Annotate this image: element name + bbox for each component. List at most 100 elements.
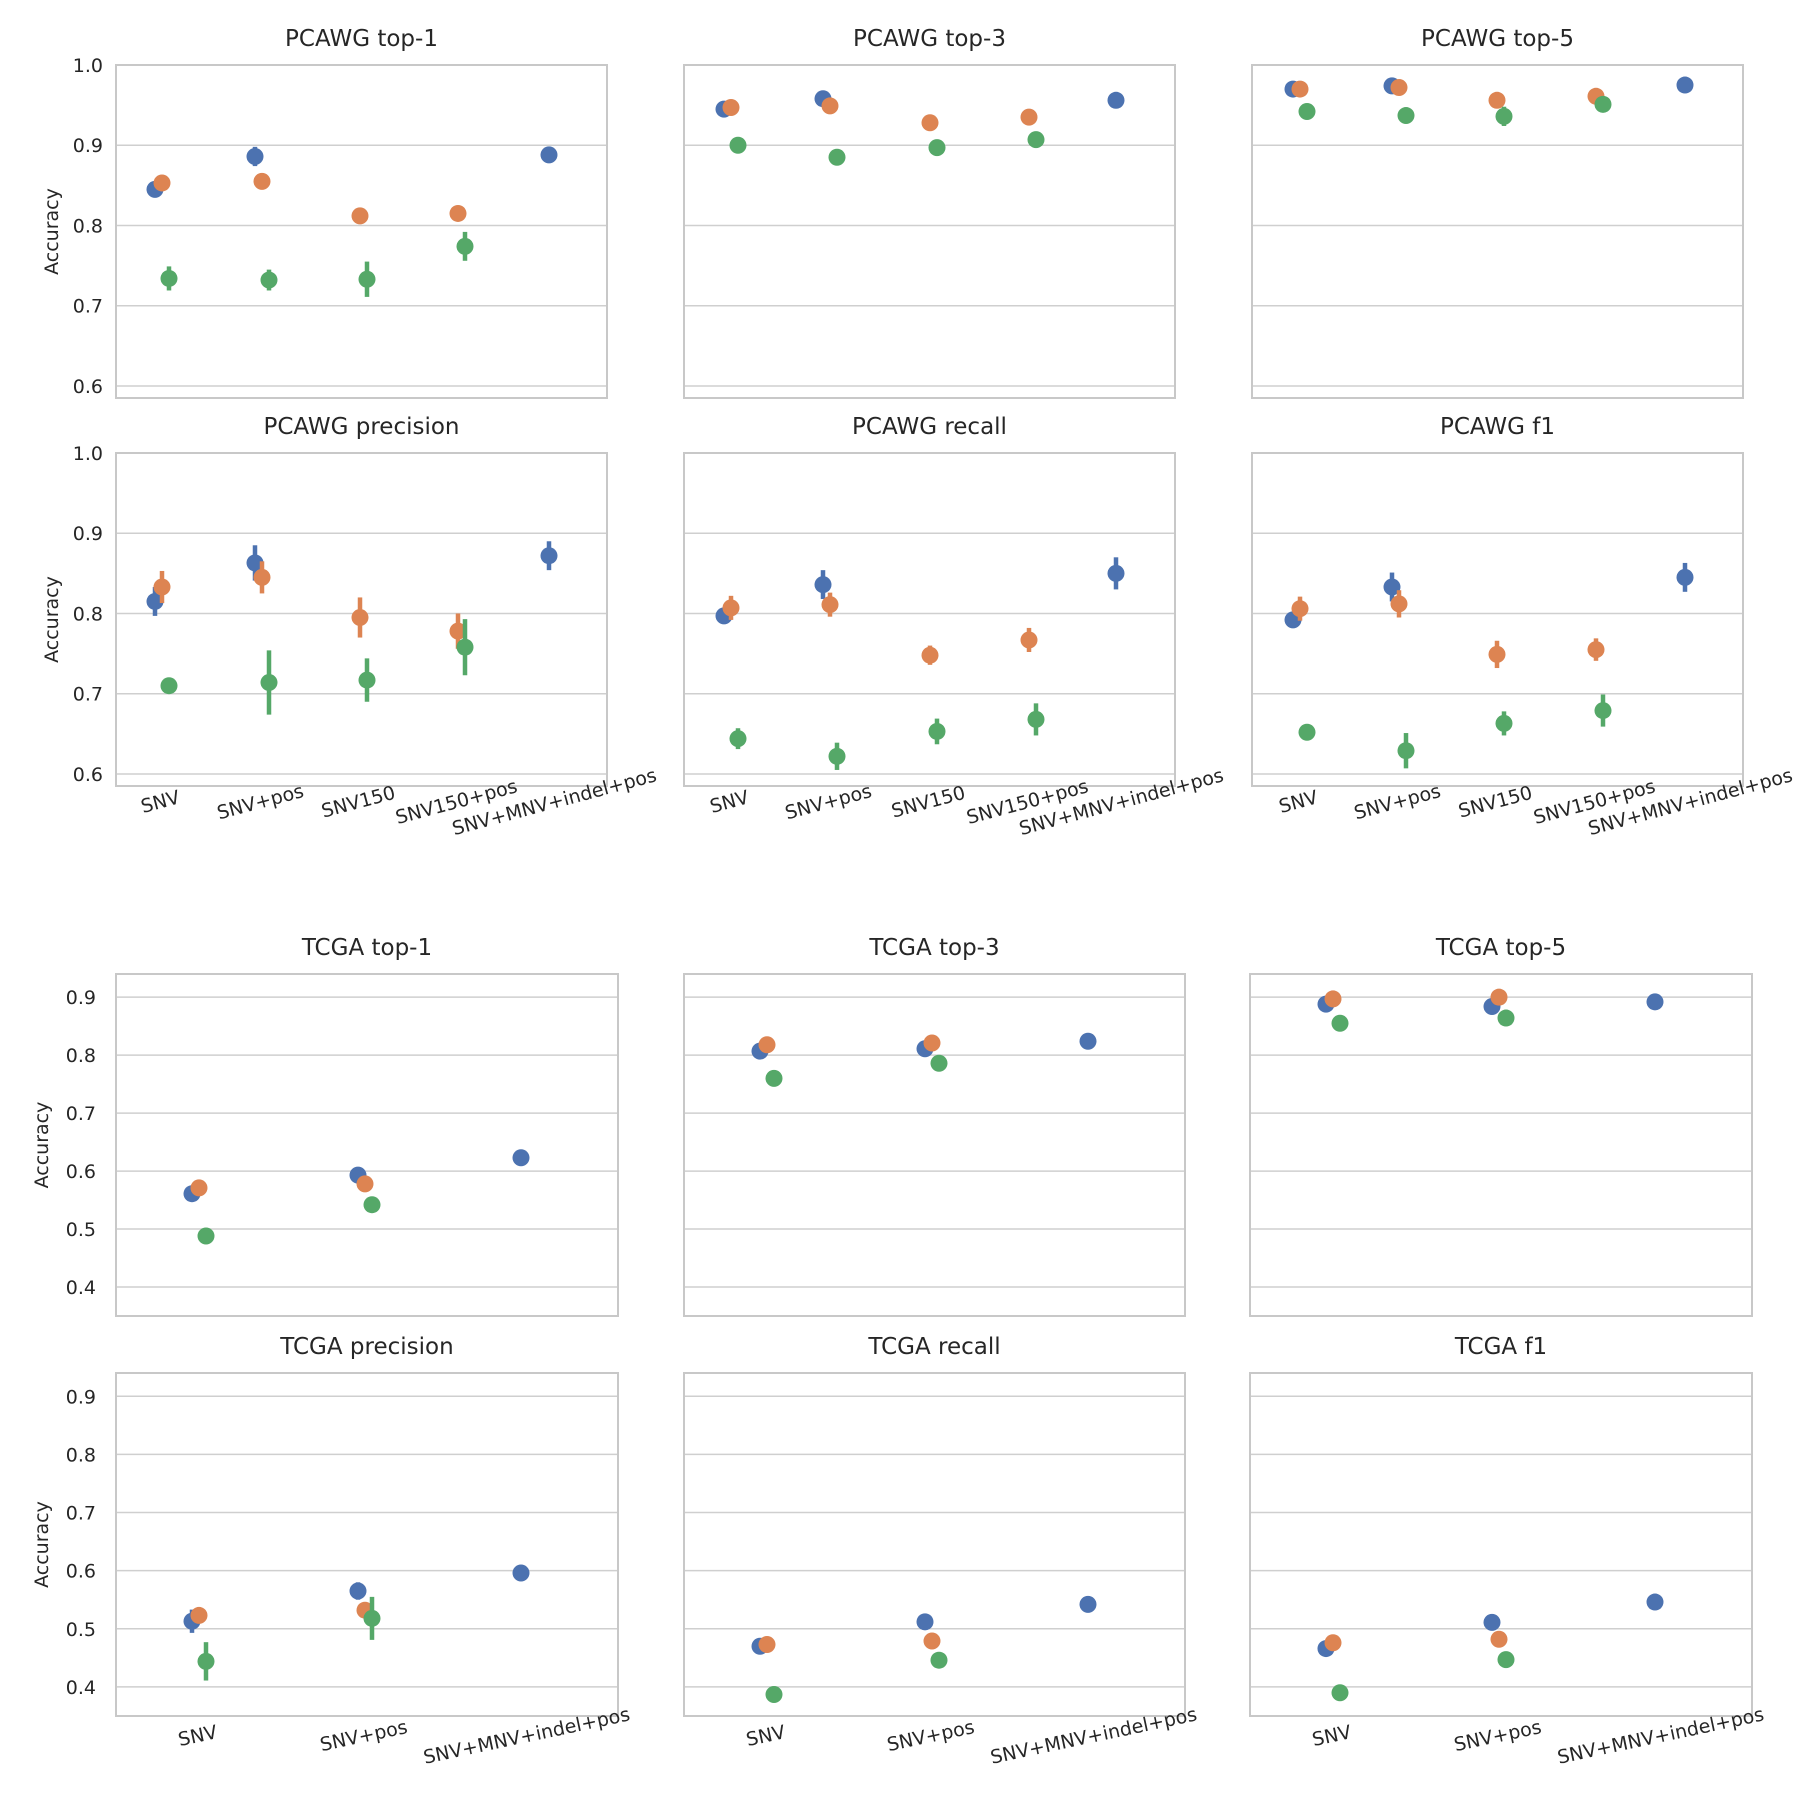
y-tick-label: 0.7 bbox=[73, 296, 103, 318]
point-green-snv150 bbox=[1495, 107, 1513, 125]
panel-title: TCGA precision bbox=[279, 1334, 453, 1360]
x-tick-label: SNV+pos bbox=[1452, 1716, 1543, 1756]
y-tick-label: 0.7 bbox=[66, 1103, 96, 1125]
point-blue-snv-mnv-indel-pos bbox=[512, 1564, 530, 1582]
point-orange-snv150-pos bbox=[449, 204, 467, 222]
point-orange-snv bbox=[1291, 80, 1309, 98]
y-tick-label: 0.4 bbox=[66, 1277, 96, 1299]
point-orange-snv bbox=[1324, 1634, 1342, 1652]
y-tick-label: 0.9 bbox=[66, 1386, 96, 1408]
panel-title: PCAWG top-5 bbox=[1421, 26, 1574, 52]
point-green-snv150 bbox=[358, 671, 376, 689]
axes-frame bbox=[1251, 64, 1744, 399]
point-green-snv-pos bbox=[828, 148, 846, 166]
point-blue-snv-mnv-indel-pos bbox=[1079, 1595, 1097, 1613]
point-blue-snv-pos bbox=[349, 1582, 367, 1600]
x-tick-label: SNV bbox=[139, 786, 183, 817]
axes-frame bbox=[1249, 973, 1753, 1317]
point-green-snv-pos bbox=[930, 1651, 948, 1669]
point-green-snv bbox=[1298, 103, 1316, 121]
y-tick-label: 1.0 bbox=[73, 55, 103, 77]
point-green-snv-pos bbox=[260, 271, 278, 289]
point-green-snv bbox=[765, 1069, 783, 1087]
y-axis-label: Accuracy bbox=[41, 576, 63, 663]
point-blue-snv-mnv-indel-pos bbox=[540, 146, 558, 164]
point-orange-snv bbox=[722, 599, 740, 617]
y-tick-label: 0.8 bbox=[66, 1444, 96, 1466]
y-tick-label: 0.5 bbox=[66, 1219, 96, 1241]
point-green-snv150-pos bbox=[1594, 702, 1612, 720]
point-blue-snv-mnv-indel-pos bbox=[1676, 568, 1694, 586]
axes-frame bbox=[683, 1372, 1186, 1717]
point-orange-snv bbox=[153, 174, 171, 192]
axes-frame bbox=[683, 973, 1186, 1317]
point-orange-snv150-pos bbox=[1020, 631, 1038, 649]
point-blue-snv-mnv-indel-pos bbox=[512, 1149, 530, 1167]
point-orange-snv-pos bbox=[1390, 595, 1408, 613]
point-blue-snv-mnv-indel-pos bbox=[1079, 1032, 1097, 1050]
panel-title: PCAWG f1 bbox=[1440, 414, 1555, 440]
x-tick-label: SNV150 bbox=[319, 782, 398, 823]
panel-tcga-precision: TCGA precision 0.9 0.8 0.7 0.6 0.5 0.4 Accuracy… bbox=[31, 1334, 632, 1769]
point-green-snv-pos bbox=[1497, 1651, 1515, 1669]
panel-pcawg-top-5: PCAWG top-5 bbox=[1251, 26, 1744, 399]
y-axis-label: Accuracy bbox=[41, 188, 63, 275]
y-tick-label: 0.8 bbox=[73, 215, 103, 237]
x-tick-label: SNV+pos bbox=[318, 1716, 409, 1756]
point-blue-snv-mnv-indel-pos bbox=[1107, 564, 1125, 582]
point-green-snv-pos bbox=[260, 673, 278, 691]
panel-title: TCGA top-1 bbox=[301, 935, 432, 961]
point-blue-snv-mnv-indel-pos bbox=[540, 547, 558, 565]
point-orange-snv bbox=[722, 99, 740, 117]
y-tick-label: 0.8 bbox=[66, 1045, 96, 1067]
y-tick-label: 0.6 bbox=[73, 376, 103, 398]
y-axis-label: Accuracy bbox=[31, 1102, 53, 1189]
point-green-snv150-pos bbox=[1027, 131, 1045, 149]
y-tick-label: 0.6 bbox=[66, 1561, 96, 1583]
point-orange-snv bbox=[190, 1606, 208, 1624]
point-orange-snv-pos bbox=[253, 172, 271, 190]
point-blue-snv-pos bbox=[246, 554, 264, 572]
point-orange-snv bbox=[190, 1179, 208, 1197]
axes-frame bbox=[683, 452, 1176, 787]
y-tick-label: 0.9 bbox=[73, 135, 103, 157]
point-orange-snv-pos bbox=[1390, 78, 1408, 96]
y-tick-label: 0.6 bbox=[73, 764, 103, 786]
panel-title: TCGA top-5 bbox=[1435, 935, 1566, 961]
panel-title: PCAWG recall bbox=[852, 414, 1007, 440]
panel-tcga-top-3: TCGA top-3 bbox=[683, 935, 1186, 1317]
x-tick-label: SNV150 bbox=[1456, 782, 1535, 823]
panel-pcawg-precision: PCAWG precision 1.0 0.9 0.8 0.7 0.6 Accuracy SN… bbox=[41, 414, 659, 840]
y-axis-label: Accuracy bbox=[31, 1501, 53, 1588]
point-blue-snv-pos bbox=[1383, 578, 1401, 596]
point-orange-snv150 bbox=[921, 114, 939, 132]
point-green-snv-pos bbox=[363, 1196, 381, 1214]
point-green-snv-pos bbox=[930, 1054, 948, 1072]
panel-tcga-top-5: TCGA top-5 bbox=[1249, 935, 1753, 1317]
panel-title: TCGA top-3 bbox=[868, 935, 999, 961]
point-blue-snv-pos bbox=[814, 576, 832, 594]
panel-title: PCAWG top-3 bbox=[853, 26, 1006, 52]
point-orange-snv bbox=[758, 1036, 776, 1054]
axes-frame bbox=[115, 452, 608, 787]
point-orange-snv bbox=[758, 1635, 776, 1653]
point-green-snv-pos bbox=[1397, 107, 1415, 125]
panel-pcawg-top-1: PCAWG top-1 1.0 0.9 0.8 0.7 0.6 Accuracy bbox=[41, 26, 608, 399]
point-green-snv-pos bbox=[828, 747, 846, 765]
x-tick-label: SNV bbox=[176, 1721, 219, 1751]
panel-pcawg-top-3: PCAWG top-3 bbox=[683, 26, 1176, 399]
point-green-snv-pos bbox=[363, 1609, 381, 1627]
y-tick-label: 0.9 bbox=[66, 987, 96, 1009]
point-blue-snv-pos bbox=[916, 1613, 934, 1631]
point-green-snv bbox=[729, 730, 747, 748]
axes-frame bbox=[683, 64, 1176, 399]
point-green-snv150-pos bbox=[1027, 710, 1045, 728]
point-blue-snv bbox=[146, 592, 164, 610]
y-tick-label: 0.8 bbox=[73, 603, 103, 625]
x-tick-label: SNV bbox=[744, 1721, 787, 1751]
point-green-snv bbox=[160, 269, 178, 287]
x-tick-label: SNV150 bbox=[889, 782, 968, 823]
point-orange-snv bbox=[1291, 600, 1309, 618]
